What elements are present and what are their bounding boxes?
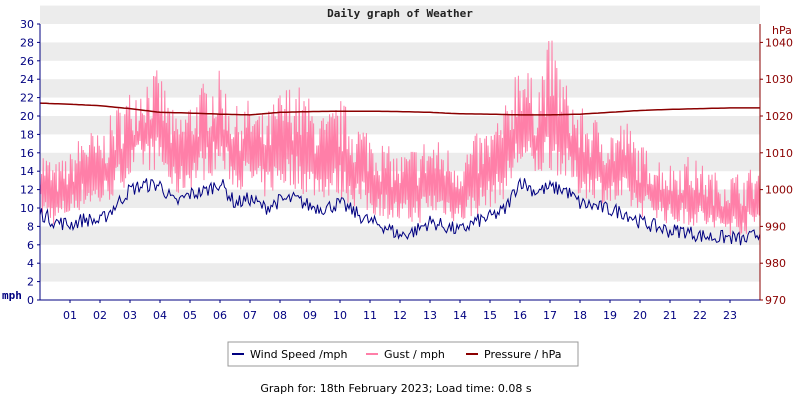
x-tick-label: 03	[123, 309, 137, 322]
left-tick-label: 22	[20, 92, 34, 105]
footer-text: Graph for: 18th February 2023; Load time…	[260, 382, 532, 395]
grid-bands	[40, 5, 760, 300]
x-tick-label: 13	[423, 309, 437, 322]
left-tick-label: 20	[20, 110, 34, 123]
left-tick-label: 12	[20, 184, 34, 197]
x-axis-ticks: 01 02 03 04 05 06 07 08 09 10 11 12 13 14 15 16 17 18 19 20…	[63, 300, 737, 322]
x-tick-label: 12	[393, 309, 407, 322]
x-tick-label: 06	[213, 309, 227, 322]
x-tick-label: 19	[603, 309, 617, 322]
legend-label-gust: Gust / mph	[384, 348, 445, 361]
grid-band	[40, 263, 760, 282]
x-tick-label: 04	[153, 309, 167, 322]
x-tick-label: 08	[273, 309, 287, 322]
pressure-series	[39, 102, 760, 116]
left-tick-label: 18	[20, 128, 34, 141]
left-axis-unit: mph	[2, 289, 22, 302]
x-tick-label: 09	[303, 309, 317, 322]
left-tick-label: 6	[27, 239, 34, 252]
x-tick-label: 20	[633, 309, 647, 322]
right-axis-unit: hPa	[772, 24, 792, 37]
left-tick-label: 14	[20, 165, 34, 178]
x-tick-label: 21	[663, 309, 677, 322]
grid-band	[40, 79, 760, 98]
grid-band	[40, 152, 760, 172]
wind-line	[39, 177, 761, 246]
x-tick-label: 05	[183, 309, 197, 322]
x-tick-label: 11	[363, 309, 377, 322]
legend-label-wind: Wind Speed /mph	[250, 348, 348, 361]
wind-series	[39, 177, 761, 246]
left-tick-label: 10	[20, 202, 34, 215]
right-tick-label: 1020	[765, 110, 793, 123]
legend-item-pressure: Pressure / hPa	[466, 348, 562, 361]
x-tick-label: 14	[453, 309, 467, 322]
left-tick-label: 30	[20, 18, 34, 31]
left-tick-label: 28	[20, 36, 34, 49]
x-tick-label: 07	[243, 309, 257, 322]
right-tick-label: 1010	[765, 147, 793, 160]
left-tick-label: 0	[27, 294, 34, 307]
x-tick-label: 16	[513, 309, 527, 322]
x-tick-label: 22	[693, 309, 707, 322]
x-tick-label: 02	[93, 309, 107, 322]
legend-item-gust: Gust / mph	[366, 348, 445, 361]
right-tick-label: 1030	[765, 73, 793, 86]
chart-title: Daily graph of Weather	[327, 7, 473, 20]
x-tick-label: 18	[573, 309, 587, 322]
legend-box	[227, 341, 579, 367]
left-tick-label: 26	[20, 55, 34, 68]
x-tick-label: 23	[723, 309, 737, 322]
left-tick-label: 16	[20, 147, 34, 160]
legend-item-wind: Wind Speed /mph	[232, 348, 348, 361]
right-axis-ticks: 970 980 990 1000 1010 1020 1030 1040	[760, 36, 793, 307]
pressure-line	[39, 102, 760, 116]
right-tick-label: 970	[765, 294, 786, 307]
legend: Wind Speed /mph Gust / mph Pressure / hPa	[227, 341, 579, 367]
right-tick-label: 1000	[765, 184, 793, 197]
left-tick-label: 2	[27, 276, 34, 289]
legend-label-pressure: Pressure / hPa	[484, 348, 562, 361]
left-tick-label: 24	[20, 73, 34, 86]
x-tick-label: 17	[543, 309, 557, 322]
right-tick-label: 1040	[765, 36, 793, 49]
right-tick-label: 990	[765, 220, 786, 233]
left-tick-label: 8	[27, 220, 34, 233]
grid-band	[40, 5, 760, 24]
grid-band	[40, 42, 760, 61]
right-tick-label: 980	[765, 257, 786, 270]
x-tick-label: 10	[333, 309, 347, 322]
left-tick-label: 4	[27, 257, 34, 270]
x-tick-label: 15	[483, 309, 497, 322]
x-tick-label: 01	[63, 309, 77, 322]
